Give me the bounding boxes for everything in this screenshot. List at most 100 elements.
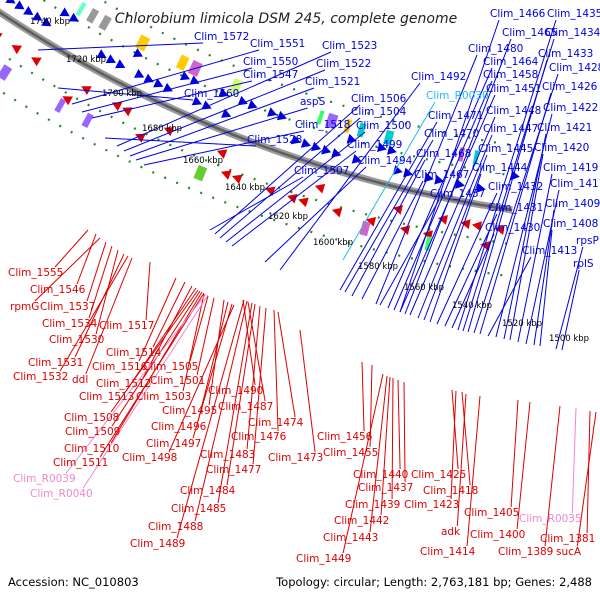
reverse-gene-label: Clim_1530: [49, 334, 104, 346]
reverse-gene-label: Clim_1439: [345, 499, 400, 511]
forward-gene-arrow: [376, 142, 387, 152]
leader-line: [197, 301, 229, 422]
leader-line: [361, 361, 365, 432]
leader-line: [533, 209, 555, 346]
leader-line: [467, 59, 548, 333]
forward-gene-label: aspS: [300, 96, 326, 108]
leader-line: [264, 166, 367, 263]
reverse-gene-arrow: [399, 225, 411, 235]
forward-gene-arrow: [96, 49, 107, 58]
reverse-gene-arrow: [163, 127, 175, 137]
reverse-gene-label: Clim_1414: [420, 546, 476, 558]
position-ticks: 1740 kbp 1720 kbp 1700 kbp 1680 kbp 1660 kbp…: [30, 17, 589, 344]
leader-line: [57, 87, 194, 101]
reverse-gene-label: Clim_1423: [404, 499, 459, 511]
leader-line: [116, 51, 332, 147]
leader-line: [86, 241, 107, 302]
reverse-gene-label: Clim_1400: [470, 529, 525, 541]
reverse-gene-label: adk: [441, 526, 461, 538]
forward-gene-label: Clim_1434: [545, 27, 600, 39]
forward-gene-label: Clim_1421: [537, 122, 592, 134]
leader-line: [247, 301, 266, 402]
leader-line: [509, 153, 544, 341]
forward-gene-arrow: [191, 96, 202, 106]
forward-gene-label: Clim_1465: [502, 27, 557, 39]
leader-line: [176, 299, 245, 539]
reverse-gene-label: Clim_1489: [130, 538, 185, 550]
leader-line: [404, 38, 512, 315]
tick-label: 1700 kbp: [102, 89, 142, 99]
reverse-gene-label: Clim_1381: [540, 533, 595, 545]
feature-block: [359, 220, 371, 237]
reverse-gene-label: Clim_1484: [180, 485, 236, 497]
forward-gene-arrow: [434, 174, 445, 185]
forward-gene-arrow: [351, 154, 362, 164]
tick-label: 1520 kbp: [502, 319, 542, 329]
reverse-gene-label: ddl: [72, 374, 88, 386]
reverse-gene-label: Clim_1532: [13, 371, 68, 383]
forward-gene-arrow: [153, 78, 164, 88]
forward-gene-label: Clim_1523: [322, 40, 377, 52]
reverse-gene-label: Clim_1449: [296, 553, 351, 565]
leader-line: [129, 87, 315, 157]
forward-gene-arrow: [290, 134, 301, 145]
forward-gene-label: Clim_1448: [486, 105, 541, 117]
reverse-gene-label: Clim_1485: [171, 503, 226, 515]
reverse-gene-label: Clim_1514: [106, 347, 162, 359]
forward-gene-label: Clim_1411: [550, 178, 600, 190]
leader-line: [135, 107, 308, 161]
forward-gene-label: Clim_1432: [488, 181, 543, 193]
reverse-gene-label: rpmG: [10, 301, 39, 313]
reverse-gene-label: Clim_1495: [162, 405, 217, 417]
reverse-gene-label: Clim_1512: [96, 378, 151, 390]
reverse-gene-arrow: [135, 133, 146, 143]
leader-line: [246, 305, 261, 450]
feature-block: [356, 122, 367, 138]
forward-gene-label: Clim_1471: [428, 110, 483, 122]
forward-rna-label: Clim_R0030: [426, 90, 489, 102]
forward-gene-label: Clim_1467: [414, 169, 469, 181]
reverse-gene-label: Clim_1498: [122, 452, 177, 464]
forward-gene-label: rpsP: [576, 235, 599, 247]
leader-line: [71, 49, 260, 105]
leader-line: [189, 295, 209, 362]
reverse-gene-arrow: [11, 45, 23, 55]
leader-line: [273, 309, 279, 432]
forward-gene-arrow: [476, 182, 486, 193]
leader-line: [37, 42, 204, 51]
forward-gene-label: Clim_1451: [486, 83, 541, 95]
leader-line: [586, 410, 591, 534]
reverse-gene-label: Clim_1474: [248, 417, 304, 429]
reverse-gene-label: Clim_1510: [64, 443, 119, 455]
forward-gene-label: Clim_1457: [430, 188, 485, 200]
leader-line: [226, 303, 256, 486]
genome-summary-text: Topology: circular; Length: 2,763,181 bp…: [275, 575, 592, 589]
reverse-gene-label: Clim_1508: [64, 412, 119, 424]
leader-line: [82, 294, 209, 489]
forward-gene-label: Clim_1444: [472, 162, 528, 174]
reverse-gene-arrow: [437, 214, 448, 225]
leader-line: [110, 289, 199, 413]
leader-line: [510, 399, 519, 508]
label-leader-lines: [34, 19, 597, 554]
leader-line: [99, 292, 205, 458]
feature-block: [86, 7, 100, 24]
forward-gene-label: Clim_1464: [483, 56, 539, 68]
tick-label: 1620 kbp: [268, 212, 308, 222]
forward-gene-label: Clim_1435: [547, 8, 600, 20]
forward-gene-arrow: [105, 54, 116, 64]
forward-gene-label: Clim_1426: [542, 81, 598, 93]
reverse-gene-label: Clim_1473: [268, 452, 323, 464]
reverse-gene-label: Clim_1487: [218, 401, 273, 413]
tick-label: 1740 kbp: [30, 17, 70, 27]
reverse-gene-arrow: [314, 183, 326, 194]
forward-gene-label: Clim_1466: [490, 8, 546, 20]
reverse-rna-label: Clim_R0039: [13, 473, 76, 485]
leader-line: [208, 299, 225, 406]
feature-block: [81, 112, 94, 128]
forward-gene-label: Clim_1560: [184, 88, 239, 100]
reverse-gene-arrow: [331, 207, 343, 218]
leader-line: [576, 411, 597, 547]
